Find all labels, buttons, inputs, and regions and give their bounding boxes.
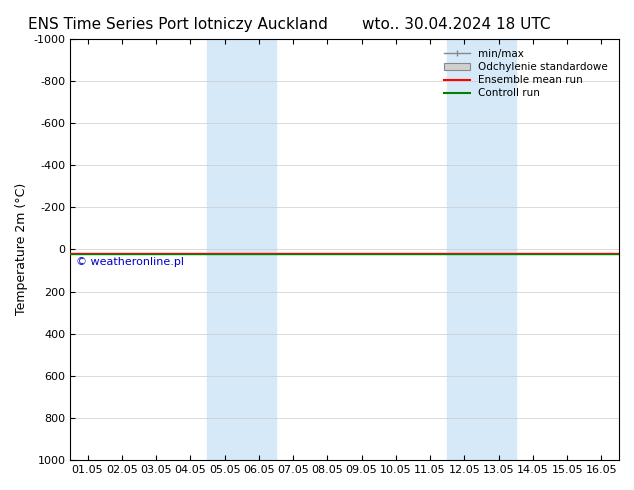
Bar [207, 39, 276, 460]
Y-axis label: Temperature 2m (°C): Temperature 2m (°C) [15, 183, 28, 316]
Bar [447, 39, 516, 460]
Legend: min/max, Odchylenie standardowe, Ensemble mean run, Controll run: min/max, Odchylenie standardowe, Ensembl… [439, 44, 613, 103]
Text: © weatheronline.pl: © weatheronline.pl [76, 257, 184, 267]
Text: wto.. 30.04.2024 18 UTC: wto.. 30.04.2024 18 UTC [362, 17, 551, 32]
Text: ENS Time Series Port lotniczy Auckland: ENS Time Series Port lotniczy Auckland [28, 17, 327, 32]
